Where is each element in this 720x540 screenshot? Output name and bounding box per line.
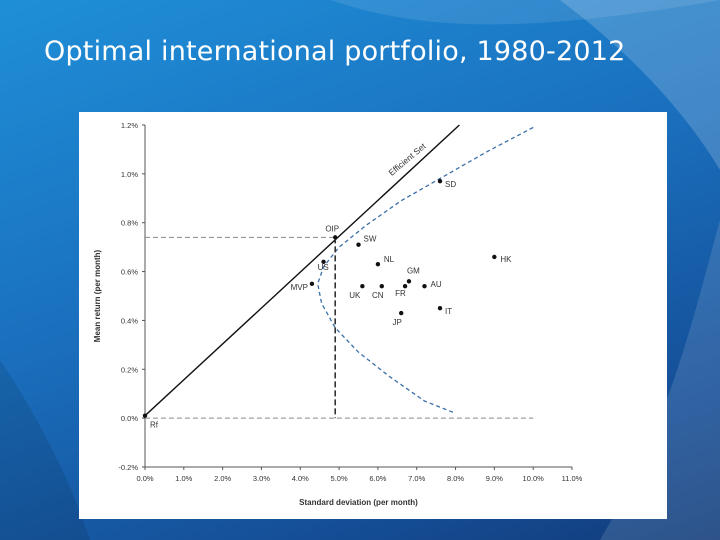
y-tick-label: 0.8% — [121, 219, 138, 228]
data-point-gm — [406, 279, 412, 284]
point-label-au: AU — [430, 280, 441, 289]
x-tick-label: 5.0% — [331, 474, 348, 483]
point-label-sd: SD — [445, 180, 456, 189]
data-point-fr — [402, 284, 408, 289]
y-tick-label: 1.2% — [121, 121, 138, 130]
data-point-cn — [379, 284, 384, 289]
data-point-mvp — [309, 281, 315, 286]
data-point-oip — [333, 235, 338, 240]
line-frontier — [317, 126, 534, 414]
x-tick-label: 10.0% — [523, 474, 545, 483]
data-point-it — [437, 306, 443, 311]
x-tick-label: 4.0% — [292, 474, 309, 483]
point-label-sw: SW — [364, 235, 377, 244]
point-label-uk: UK — [349, 291, 361, 300]
y-tick-label: 1.0% — [121, 170, 138, 179]
data-point-hk — [492, 254, 497, 260]
x-tick-label: 8.0% — [447, 474, 464, 483]
y-tick-label: 0.6% — [121, 268, 138, 277]
x-axis-label: Standard deviation (per month) — [299, 498, 418, 507]
y-tick-label: 0.0% — [121, 414, 138, 423]
point-label-fr: FR — [395, 289, 406, 298]
data-point-uk — [360, 284, 365, 289]
point-label-rf: Rf — [150, 421, 159, 430]
data-point-nl — [375, 262, 381, 267]
line-efficient-set — [144, 124, 460, 417]
y-tick-label: -0.2% — [118, 463, 138, 472]
point-label-cn: CN — [372, 291, 384, 300]
x-tick-label: 7.0% — [408, 474, 425, 483]
x-tick-label: 9.0% — [486, 474, 503, 483]
point-label-gm: GM — [407, 266, 420, 275]
data-point-jp — [399, 310, 404, 316]
point-label-it: IT — [445, 307, 452, 316]
y-tick-label: 0.4% — [121, 316, 138, 325]
x-tick-label: 1.0% — [175, 474, 192, 483]
x-tick-label: 6.0% — [369, 474, 386, 483]
point-label-oip: OIP — [325, 224, 339, 233]
y-axis-label: Mean return (per month) — [93, 249, 102, 342]
point-label-jp: JP — [393, 318, 402, 327]
y-tick-label: 0.2% — [121, 365, 138, 374]
chart-panel: -0.2% 0.0% 0.2% 0.4% 0.6% 0.8% 1.0% 1.2% 0.0% 1.0… — [79, 112, 667, 519]
data-point-sd — [437, 178, 443, 184]
chart: -0.2% 0.0% 0.2% 0.4% 0.6% 0.8% 1.0% 1.2% 0.0% 1.0… — [93, 121, 583, 507]
data-point-us — [321, 259, 326, 264]
point-label-nl: NL — [384, 255, 395, 264]
data-point-sw — [356, 242, 361, 247]
slide-title: Optimal international portfolio, 1980-20… — [44, 36, 626, 67]
point-label-hk: HK — [500, 255, 512, 264]
x-tick-label: 3.0% — [253, 474, 270, 483]
x-tick-label: 11.0% — [562, 474, 583, 483]
data-point-au — [422, 284, 427, 289]
data-point-rf — [142, 413, 148, 418]
point-label-mvp: MVP — [291, 283, 308, 292]
x-tick-label: 0.0% — [136, 474, 153, 483]
point-label-us: US — [318, 263, 329, 272]
x-tick-label: 2.0% — [214, 474, 231, 483]
